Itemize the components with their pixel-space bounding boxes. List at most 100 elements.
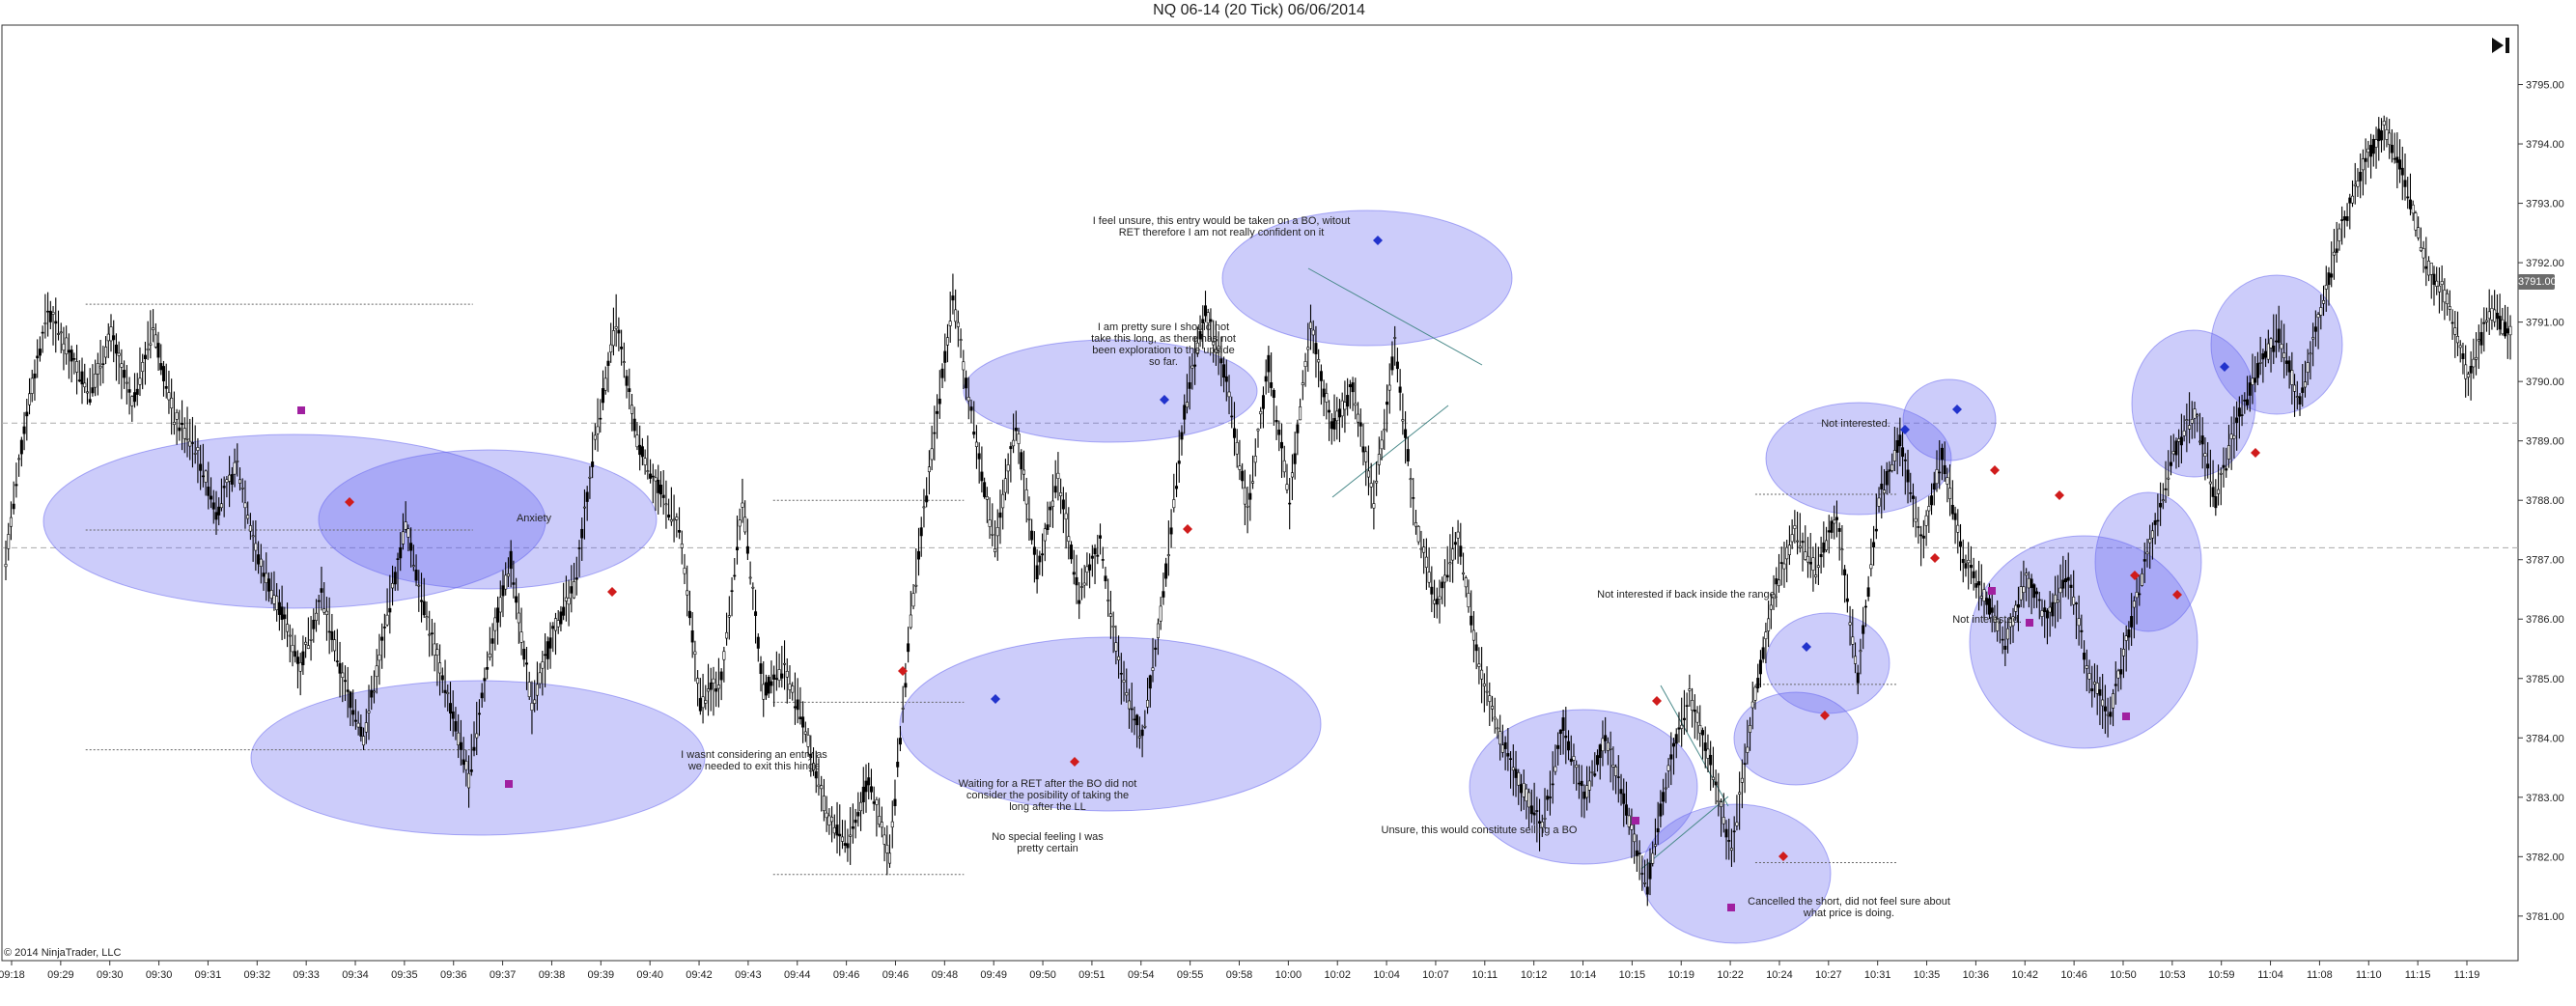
price-body-601 (1585, 785, 1589, 798)
price-body-235 (622, 361, 626, 363)
price-body-778 (2051, 601, 2055, 617)
price-body-837 (2206, 463, 2210, 469)
price-body-576 (1519, 784, 1523, 794)
price-body-407 (1075, 576, 1078, 586)
price-body-203 (538, 672, 542, 685)
price-body-745 (1964, 563, 1968, 569)
highlight-zone-11 (1902, 378, 1997, 461)
y-tick-label-3: 3784.00 (2526, 733, 2564, 744)
play-icon[interactable] (2489, 35, 2512, 56)
price-body-161 (428, 633, 432, 636)
price-body-121 (322, 608, 326, 613)
price-body-253 (669, 518, 673, 522)
price-body-367 (969, 406, 973, 411)
price-body-236 (625, 376, 629, 386)
price-body-217 (574, 577, 578, 580)
price-body-306 (809, 754, 813, 759)
price-body-633 (1669, 754, 1673, 760)
price-body-191 (506, 573, 510, 577)
trade-marker-12 (1778, 852, 1788, 861)
price-body-789 (2080, 629, 2084, 632)
x-tick-label-25: 09:58 (1226, 969, 1253, 981)
price-body-930 (2450, 321, 2454, 324)
price-body-27 (75, 361, 79, 373)
price-body-462 (1219, 358, 1223, 364)
price-body-38 (104, 347, 108, 358)
price-body-646 (1703, 742, 1707, 751)
price-body-664 (1750, 701, 1754, 709)
price-body-360 (951, 295, 955, 301)
price-body-197 (522, 649, 526, 660)
price-body-749 (1974, 583, 1978, 588)
price-body-449 (1185, 402, 1189, 408)
price-body-496 (1308, 321, 1312, 329)
price-body-881 (2322, 300, 2326, 304)
price-body-14 (41, 331, 44, 334)
price-body-578 (1525, 788, 1528, 802)
price-body-807 (2127, 629, 2131, 638)
price-body-52 (141, 362, 145, 372)
price-body-951 (2506, 328, 2509, 334)
price-body-874 (2303, 381, 2307, 388)
price-body-41 (112, 335, 116, 341)
price-body-704 (1856, 672, 1860, 684)
price-body-886 (2335, 248, 2338, 253)
price-body-239 (632, 418, 636, 432)
x-tick-label-7: 09:34 (342, 969, 369, 981)
price-body-669 (1764, 631, 1768, 640)
price-body-548 (1445, 574, 1449, 578)
price-body-412 (1088, 564, 1092, 571)
price-body-301 (796, 699, 799, 711)
price-body-502 (1325, 393, 1329, 403)
price-body-350 (925, 495, 929, 503)
price-body-887 (2338, 228, 2341, 241)
price-body-535 (1412, 497, 1415, 499)
x-tick-label-27: 10:02 (1324, 969, 1351, 981)
price-body-602 (1587, 780, 1591, 791)
price-body-475 (1253, 456, 1257, 463)
trade-marker-24 (2130, 571, 2140, 580)
price-body-728 (1919, 534, 1923, 537)
price-body-419 (1106, 600, 1110, 601)
price-body-416 (1099, 535, 1103, 539)
price-body-45 (123, 370, 126, 378)
price-body-518 (1366, 470, 1370, 478)
price-body-107 (286, 624, 290, 632)
x-tick-label-35: 10:22 (1717, 969, 1744, 981)
price-body-397 (1049, 506, 1052, 511)
price-body-318 (840, 836, 844, 842)
highlight-zone-13 (2094, 491, 2202, 632)
price-body-201 (533, 699, 537, 704)
price-body-831 (2190, 419, 2194, 424)
price-body-65 (175, 412, 179, 420)
price-body-146 (388, 607, 392, 613)
price-body-162 (430, 632, 434, 634)
price-body-315 (832, 826, 836, 834)
price-body-583 (1538, 821, 1542, 824)
price-body-84 (225, 479, 229, 483)
price-body-23 (65, 337, 69, 354)
price-body-674 (1778, 579, 1781, 587)
price-body-678 (1787, 545, 1791, 555)
price-body-237 (628, 388, 631, 392)
price-body-710 (1872, 542, 1876, 547)
price-body-406 (1072, 572, 1076, 575)
price-body-593 (1564, 735, 1568, 739)
price-body-708 (1866, 587, 1870, 598)
price-body-336 (888, 852, 892, 864)
price-body-944 (2487, 311, 2491, 320)
price-body-279 (738, 519, 742, 527)
price-body-49 (133, 392, 137, 403)
price-body-522 (1377, 454, 1381, 465)
highlight-zone-5 (1221, 210, 1513, 347)
price-body-839 (2211, 487, 2215, 497)
price-body-483 (1274, 420, 1278, 423)
x-tick-label-42: 10:46 (2060, 969, 2087, 981)
annotation-2: Anxiety (517, 513, 552, 524)
price-body-627 (1653, 844, 1657, 847)
price-body-208 (551, 626, 555, 629)
price-body-764 (2014, 604, 2018, 612)
price-body-324 (856, 812, 860, 817)
annotation-4: Waiting for a RET after the BO did not co… (959, 778, 1137, 813)
